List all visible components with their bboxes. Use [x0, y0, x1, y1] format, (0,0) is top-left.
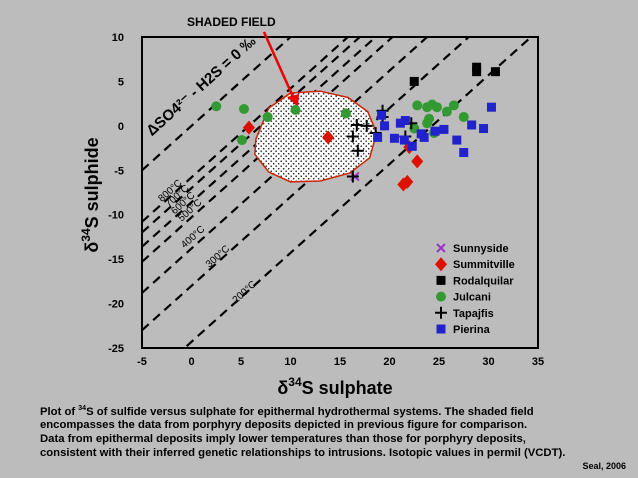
data-point-julcani: [262, 111, 273, 122]
caption-line-3: Data from epithermal deposits imply lowe…: [40, 432, 526, 445]
data-point-julcani: [458, 111, 469, 122]
y-tick-label: -15: [108, 254, 124, 266]
series-pierina: [373, 102, 496, 158]
data-point-julcani: [236, 135, 247, 146]
data-point-julcani: [290, 104, 301, 115]
y-tick-label: -5: [114, 165, 124, 177]
y-tick-label: -25: [108, 343, 124, 355]
x-tick-label: 30: [482, 356, 494, 368]
data-point-pierina: [395, 118, 405, 128]
x-axis-title-sup: 34: [288, 375, 302, 389]
shaded-field-label: SHADED FIELD: [187, 15, 276, 29]
data-point-pierina: [486, 102, 496, 112]
data-point-summitville: [411, 154, 424, 169]
y-tick-label: -20: [108, 299, 124, 311]
y-tick-label: 5: [118, 76, 124, 88]
y-axis-title-sup: 34: [79, 228, 93, 242]
y-axis-title-delta: δ: [82, 242, 102, 253]
shaded-field-arrow: [262, 31, 296, 100]
data-point-pierina: [380, 121, 390, 131]
legend-marker-pierina: [436, 324, 446, 334]
legend-label-pierina: Pierina: [453, 324, 491, 336]
y-axis-title: δ34S sulphide: [79, 137, 102, 252]
y-tick-label: -10: [108, 210, 124, 222]
data-point-julcani: [412, 100, 423, 111]
caption-line-2: encompasses the data from porphyry depos…: [40, 419, 528, 432]
legend-marker-summitville: [435, 257, 447, 272]
x-tick-label: 10: [284, 356, 296, 368]
x-axis-title-delta: δ: [277, 378, 288, 398]
legend-label-julcani: Julcani: [453, 292, 491, 304]
data-point-tapajfis: [346, 170, 359, 183]
data-point-pierina: [400, 116, 410, 126]
data-point-pierina: [377, 110, 387, 120]
data-point-julcani: [211, 101, 222, 112]
x-tick-label: 15: [334, 356, 346, 368]
data-point-pierina: [479, 124, 489, 134]
data-point-tapajfis: [346, 130, 359, 143]
x-tick-label: 5: [238, 356, 244, 368]
x-tick-label: 20: [383, 356, 395, 368]
data-point-summitville: [397, 177, 410, 192]
isotherm-lines: [142, 37, 533, 348]
data-point-pierina: [373, 132, 383, 142]
sulfur-isotope-chart: 800°C700°C600°C500°C400°C300°C200°CΔSO4²…: [79, 15, 544, 398]
data-point-pierina: [439, 124, 449, 134]
data-point-julcani: [340, 108, 351, 119]
data-point-julcani: [441, 106, 452, 117]
legend-label-rodalquilar: Rodalquilar: [453, 275, 514, 287]
data-point-julcani: [238, 103, 249, 114]
legend-label-summitville: Summitville: [453, 259, 515, 271]
legend-marker-tapajfis: [435, 306, 447, 319]
data-point-tapajfis: [360, 119, 373, 132]
legend-marker-sunnyside: [436, 243, 446, 253]
x-tick-label: -5: [137, 356, 147, 368]
data-point-julcani: [424, 113, 435, 124]
x-axis-title: δ34S sulphate: [277, 375, 392, 398]
data-point-pierina: [467, 120, 477, 130]
caption-line-1: Plot of 34S of sulfide versus sulphate f…: [40, 405, 534, 418]
legend-label-sunnyside: Sunnyside: [453, 243, 509, 255]
data-point-pierina: [459, 148, 469, 158]
x-axis-title-text: S sulphate: [302, 378, 393, 398]
series-rodalquilar: [409, 62, 500, 86]
figure-caption: Plot of 34S of sulfide versus sulphate f…: [40, 402, 630, 460]
data-point-pierina: [452, 135, 462, 145]
data-point-julcani: [432, 102, 443, 113]
data-point-rodalquilar: [472, 67, 482, 77]
caption-line-4: consistent with their inferred genetic r…: [40, 446, 566, 459]
legend-label-tapajfis: Tapajfis: [453, 308, 494, 320]
data-point-pierina: [389, 133, 399, 143]
credit-text: Seal, 2006: [582, 461, 626, 471]
y-tick-label: 0: [118, 121, 124, 133]
isotherm-line: [182, 37, 533, 348]
data-point-rodalquilar: [409, 76, 419, 86]
legend-marker-rodalquilar: [436, 275, 446, 285]
data-point-pierina: [407, 141, 417, 151]
legend-marker-julcani: [436, 291, 446, 302]
y-tick-label: 10: [112, 32, 124, 44]
plot-frame: [141, 36, 539, 349]
x-tick-label: 35: [532, 356, 544, 368]
data-point-summitville: [242, 120, 255, 135]
y-axis-title-text: S sulphide: [82, 137, 102, 228]
data-point-pierina: [430, 126, 440, 136]
chart-legend: Sunnyside Summitville Rodalquilar Julcani Ta…: [435, 243, 515, 336]
x-tick-label: 0: [188, 356, 194, 368]
data-point-pierina: [399, 135, 409, 145]
data-point-julcani: [448, 100, 459, 111]
shaded-field-arrowhead: [287, 94, 299, 107]
data-point-pierina: [416, 129, 426, 139]
data-point-summitville: [322, 130, 335, 145]
data-point-tapajfis: [351, 144, 364, 157]
x-tick-label: 25: [433, 356, 445, 368]
data-point-rodalquilar: [490, 67, 500, 77]
